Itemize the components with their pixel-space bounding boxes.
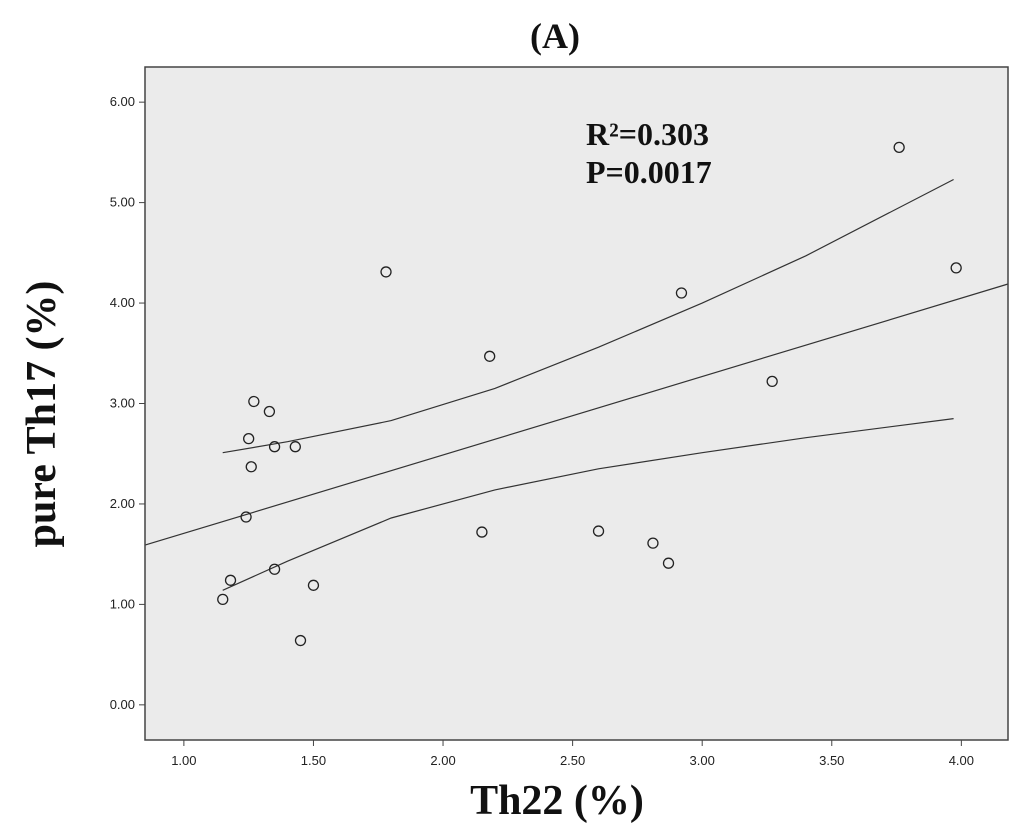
data-point [224,574,237,586]
data-point [766,375,778,388]
y-tick-label: 5.00 [110,195,135,210]
ci-lower-line [222,418,954,591]
x-axis-ticks: 1.00 1.50 2.00 2.50 3.00 3.50 4.00 [171,740,974,768]
x-tick-label: 1.00 [171,753,196,768]
data-points [217,141,962,647]
data-point [248,395,260,408]
data-point [240,511,252,523]
data-point [289,441,301,453]
plot-frame [144,66,1009,741]
data-point [243,433,255,445]
regression-line [144,283,1009,546]
data-point [380,266,392,278]
data-point [476,526,488,538]
x-tick-label: 2.00 [430,753,455,768]
y-tick-label: 0.00 [110,697,135,712]
y-tick-label: 4.00 [110,295,135,310]
plot-area [145,67,1008,740]
chart-title: (A) [530,16,580,56]
ci-upper-line [222,178,954,454]
y-tick-label: 3.00 [110,396,135,411]
data-point [484,350,496,362]
x-tick-label: 3.00 [690,753,715,768]
data-point [245,461,257,473]
x-tick-label: 2.50 [560,753,585,768]
x-axis-title: Th22 (%) [470,778,644,824]
data-point [307,579,320,591]
data-point [217,593,229,606]
data-point [592,525,605,537]
data-point [263,405,276,418]
annotation-r-squared: R²=0.303 [586,116,709,152]
annotation-p-value: P=0.0017 [586,154,712,190]
data-point [893,141,905,154]
y-tick-label: 1.00 [110,596,135,611]
data-point [675,287,688,299]
confidence-band [222,178,954,591]
y-tick-label: 2.00 [110,496,135,511]
y-axis-title: pure Th17 (%) [19,281,65,548]
x-tick-label: 3.50 [819,753,844,768]
y-axis-ticks: 0.00 1.00 2.00 3.00 4.00 5.00 6.00 [110,94,145,712]
x-tick-label: 4.00 [949,753,974,768]
data-point [268,563,281,575]
data-point [647,537,659,549]
data-point [294,634,307,647]
data-point [950,262,962,274]
y-tick-label: 6.00 [110,94,135,109]
x-tick-label: 1.50 [301,753,326,768]
regression-line-group [144,283,1009,546]
data-point [268,441,281,453]
data-point [662,557,675,569]
